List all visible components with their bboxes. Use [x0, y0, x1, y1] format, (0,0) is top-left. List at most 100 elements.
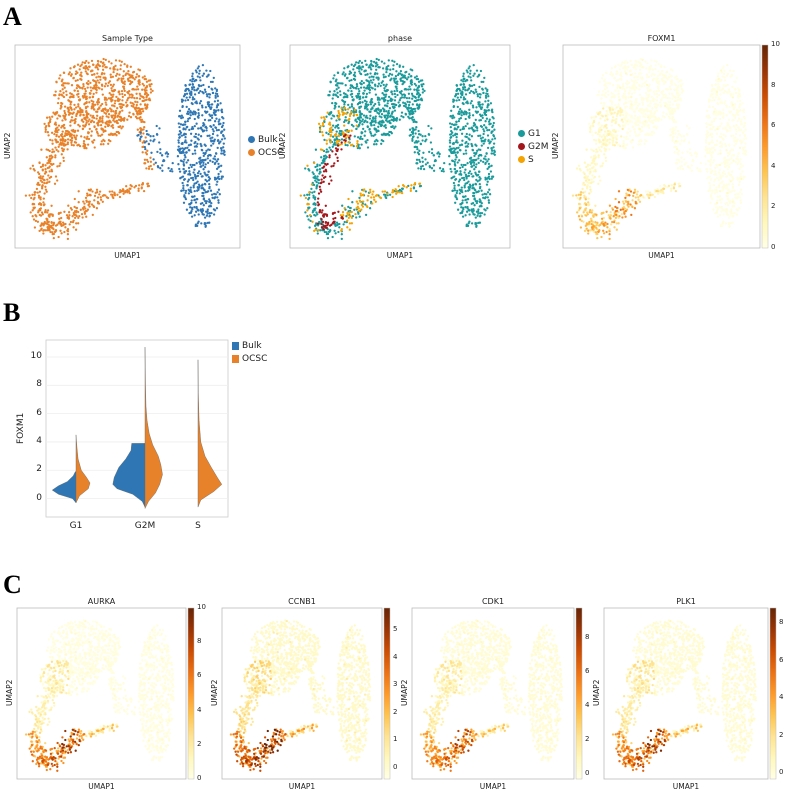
cell-point — [60, 126, 63, 129]
cell-point — [362, 92, 365, 95]
cell-point — [78, 86, 82, 89]
cell-point — [144, 86, 147, 90]
cell-point — [400, 89, 403, 93]
cell-point — [468, 138, 471, 141]
cell-point — [194, 152, 197, 155]
cell-point — [478, 221, 482, 224]
cell-point — [480, 202, 483, 205]
cell-point — [205, 126, 208, 130]
cell-point — [52, 111, 55, 114]
cell-point — [202, 161, 205, 164]
cell-point — [360, 208, 363, 211]
cell-point — [450, 109, 453, 112]
cell-point — [69, 124, 72, 127]
cell-point — [341, 73, 344, 76]
cell-point — [79, 77, 82, 81]
cell-point — [475, 191, 478, 194]
cell-point — [28, 194, 31, 197]
cell-point — [393, 80, 396, 83]
cell-point — [438, 167, 442, 170]
cell-point — [100, 133, 104, 136]
cell-point — [50, 221, 53, 224]
cell-point — [102, 61, 105, 64]
cell-point — [102, 143, 105, 146]
cell-point — [177, 139, 180, 142]
cell-point — [387, 95, 391, 99]
cell-point — [203, 88, 207, 91]
cell-point — [191, 163, 195, 167]
cell-point — [328, 230, 331, 233]
cell-point — [177, 122, 180, 125]
cell-point — [680, 91, 684, 94]
cell-point — [631, 116, 634, 120]
cell-point — [357, 207, 360, 210]
cell-point — [605, 82, 609, 85]
cell-point — [63, 86, 66, 89]
cell-point — [137, 189, 140, 193]
cell-point — [359, 194, 363, 197]
cell-point — [339, 93, 342, 97]
cell-point — [337, 230, 340, 234]
cell-point — [465, 201, 469, 204]
cell-point — [325, 131, 328, 134]
cell-point — [159, 151, 162, 155]
cell-point — [405, 96, 409, 100]
cell-point — [658, 73, 661, 77]
cell-point — [356, 140, 359, 143]
cell-point — [70, 133, 73, 136]
cell-point — [470, 84, 474, 87]
cell-point — [462, 102, 465, 106]
cell-point — [74, 136, 77, 139]
cell-point — [183, 93, 187, 96]
cell-point — [482, 132, 485, 136]
cell-point — [469, 76, 472, 79]
cell-point — [628, 120, 632, 123]
cell-point — [88, 205, 91, 208]
cell-point — [430, 148, 434, 151]
cell-point — [190, 165, 193, 169]
cell-point — [358, 107, 361, 110]
cell-point — [77, 210, 80, 214]
cell-point — [111, 104, 115, 107]
cell-point — [636, 75, 640, 79]
cell-point — [106, 196, 110, 200]
cell-point — [45, 217, 48, 220]
cell-point — [190, 199, 193, 202]
cell-point — [320, 226, 324, 229]
cell-point — [459, 83, 462, 86]
cell-point — [126, 90, 129, 94]
cell-point — [309, 219, 312, 223]
cell-point — [127, 69, 130, 73]
cell-point — [137, 82, 140, 85]
cell-point — [42, 197, 45, 200]
cell-point — [384, 114, 388, 117]
cell-point — [82, 114, 85, 117]
cell-point — [624, 147, 627, 150]
cell-point — [166, 155, 169, 158]
cell-point — [409, 88, 412, 91]
cell-point — [197, 133, 200, 136]
cell-point — [319, 188, 322, 191]
cell-point — [399, 69, 403, 73]
cell-point — [336, 71, 340, 75]
cell-point — [467, 67, 470, 70]
cell-point — [738, 160, 741, 163]
cell-point — [467, 75, 470, 78]
cell-point — [104, 194, 107, 197]
cell-point — [92, 100, 95, 103]
cell-point — [399, 97, 402, 100]
cell-point — [739, 188, 743, 191]
cell-point — [77, 216, 80, 220]
legend-item: Bulk — [248, 135, 283, 145]
cell-point — [480, 189, 483, 192]
cell-point — [380, 120, 384, 123]
cell-point — [106, 110, 109, 113]
cell-point — [351, 95, 354, 99]
cell-point — [41, 213, 44, 216]
cell-point — [122, 87, 126, 90]
y-axis-label: UMAP2 — [278, 132, 287, 159]
cell-point — [385, 117, 388, 120]
cell-point — [628, 114, 631, 117]
cell-point — [710, 191, 714, 195]
cell-point — [316, 175, 319, 178]
